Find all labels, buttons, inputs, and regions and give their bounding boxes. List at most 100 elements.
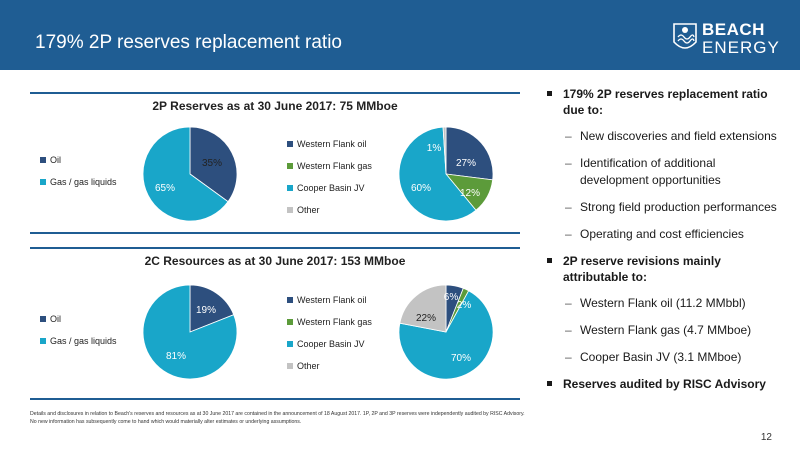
legend-item-western-flank-oil: Western Flank oil xyxy=(287,133,372,155)
sub-bullet: – Cooper Basin JV (3.1 MMboe) xyxy=(545,349,780,366)
footnote: Details and disclosures in relation to B… xyxy=(30,411,525,425)
sub-bullet-text: Western Flank gas (4.7 MMboe) xyxy=(580,323,752,337)
legend-item-oil: Oil xyxy=(40,308,117,330)
dash-icon: – xyxy=(565,350,572,364)
legend-swatch xyxy=(287,207,293,213)
dash-icon: – xyxy=(565,296,572,310)
sub-bullet-text: Identification of additional development… xyxy=(580,156,721,187)
reserves-right-legend: Western Flank oil Western Flank gas Coop… xyxy=(287,133,372,221)
pie-slice-oil xyxy=(189,126,238,203)
reserves-left-legend: Oil Gas / gas liquids xyxy=(40,149,117,193)
legend-swatch xyxy=(40,179,46,185)
bullet-square-icon xyxy=(547,91,552,96)
resources-left-legend: Oil Gas / gas liquids xyxy=(40,308,117,352)
legend-label: Gas / gas liquids xyxy=(50,336,117,346)
sub-bullet: – New discoveries and field extensions xyxy=(545,128,780,145)
beach-energy-logo: BEACH ENERGY xyxy=(672,18,782,60)
reserves-title: 2P Reserves as at 30 June 2017: 75 MMboe xyxy=(152,99,398,113)
sub-bullet-text: New discoveries and field extensions xyxy=(580,129,777,143)
resources-top-rule xyxy=(30,247,520,249)
legend-label: Oil xyxy=(50,314,61,324)
header-bar: 179% 2P reserves replacement ratio BEACH… xyxy=(0,0,800,70)
reserves-region-pie: 27% 12% 60% 1% xyxy=(398,126,494,222)
legend-swatch xyxy=(287,185,293,191)
reserves-oil-gas-pie: 35% 65% xyxy=(142,126,238,222)
pie-data-label: 22% xyxy=(416,313,436,324)
sub-bullet: – Identification of additional developmen… xyxy=(545,155,780,189)
legend-item-gas: Gas / gas liquids xyxy=(40,171,117,193)
bullet-text: 2P reserve revisions mainly attributable… xyxy=(563,254,721,284)
pie-slice-oil xyxy=(189,284,235,333)
bullet-audit: Reserves audited by RISC Advisory xyxy=(545,376,780,392)
pie-data-label: 70% xyxy=(451,353,471,364)
legend-swatch xyxy=(40,338,46,344)
sub-bullet: – Western Flank oil (11.2 MMbbl) xyxy=(545,295,780,312)
legend-item-oil: Oil xyxy=(40,149,117,171)
legend-item-cooper-basin-jv: Cooper Basin JV xyxy=(287,177,372,199)
pie-data-label: 27% xyxy=(456,158,476,169)
bullet-text: 179% 2P reserves replacement ratio due t… xyxy=(563,87,768,117)
legend-label: Western Flank oil xyxy=(297,295,367,305)
legend-swatch xyxy=(287,297,293,303)
pie-slice-other xyxy=(399,284,447,333)
pie-slice-cooper-basin-jv xyxy=(398,290,494,380)
resources-oil-gas-pie: 19% 81% xyxy=(142,284,238,380)
bullet-reserve-revisions: 2P reserve revisions mainly attributable… xyxy=(545,253,780,285)
legend-swatch xyxy=(40,316,46,322)
pie-slice-gas-gas-liquids xyxy=(142,284,238,380)
page-title: 179% 2P reserves replacement ratio xyxy=(35,32,342,53)
dash-icon: – xyxy=(565,323,572,337)
logo-word-beach: BEACH xyxy=(702,20,765,39)
legend-label: Cooper Basin JV xyxy=(297,183,365,193)
legend-item-other: Other xyxy=(287,355,372,377)
key-points: 179% 2P reserves replacement ratio due t… xyxy=(545,86,780,402)
sub-bullet-text: Western Flank oil (11.2 MMbbl) xyxy=(580,296,746,310)
legend-swatch xyxy=(40,157,46,163)
pie-data-label: 81% xyxy=(166,351,186,362)
pie-data-label: 6% xyxy=(444,292,459,303)
legend-label: Oil xyxy=(50,155,61,165)
pie-data-label: 12% xyxy=(460,188,480,199)
resources-bottom-rule xyxy=(30,398,520,400)
bullet-text: Reserves audited by RISC Advisory xyxy=(563,377,766,391)
resources-region-pie: 6%2% 70% 22% xyxy=(398,284,494,380)
legend-label: Gas / gas liquids xyxy=(50,177,117,187)
pie-data-label: 1% xyxy=(427,143,442,154)
legend-item-gas: Gas / gas liquids xyxy=(40,330,117,352)
sub-bullet: – Strong field production performances xyxy=(545,199,780,216)
pie-data-label: 60% xyxy=(411,183,431,194)
sub-bullet-text: Strong field production performances xyxy=(580,200,777,214)
logo-word-energy: ENERGY xyxy=(702,38,780,57)
legend-swatch xyxy=(287,363,293,369)
legend-swatch xyxy=(287,341,293,347)
bullet-replacement-ratio: 179% 2P reserves replacement ratio due t… xyxy=(545,86,780,118)
bullet-square-icon xyxy=(547,258,552,263)
sub-bullet: – Western Flank gas (4.7 MMboe) xyxy=(545,322,780,339)
pie-slice-other xyxy=(442,126,447,175)
pie-data-label: 2% xyxy=(457,300,472,311)
legend-item-other: Other xyxy=(287,199,372,221)
reserves-bottom-rule xyxy=(30,232,520,234)
legend-label: Western Flank gas xyxy=(297,317,372,327)
dash-icon: – xyxy=(565,129,572,143)
pie-data-label: 35% xyxy=(202,158,222,169)
pie-slice-gas-gas-liquids xyxy=(142,126,229,222)
sub-bullet-text: Operating and cost efficiencies xyxy=(580,227,744,241)
dash-icon: – xyxy=(565,200,572,214)
dash-icon: – xyxy=(565,156,572,170)
sub-bullet-text: Cooper Basin JV (3.1 MMboe) xyxy=(580,350,742,364)
legend-item-western-flank-gas: Western Flank gas xyxy=(287,311,372,333)
legend-item-western-flank-oil: Western Flank oil xyxy=(287,289,372,311)
page-number: 12 xyxy=(760,432,772,443)
beach-logo-icon xyxy=(673,23,697,49)
bullet-square-icon xyxy=(547,381,552,386)
pie-slice-cooper-basin-jv xyxy=(398,126,477,222)
pie-data-label: 19% xyxy=(196,305,216,316)
legend-swatch xyxy=(287,163,293,169)
legend-item-cooper-basin-jv: Cooper Basin JV xyxy=(287,333,372,355)
reserves-top-rule xyxy=(30,92,520,94)
legend-label: Other xyxy=(297,205,320,215)
legend-label: Cooper Basin JV xyxy=(297,339,365,349)
legend-item-western-flank-gas: Western Flank gas xyxy=(287,155,372,177)
dash-icon: – xyxy=(565,227,572,241)
